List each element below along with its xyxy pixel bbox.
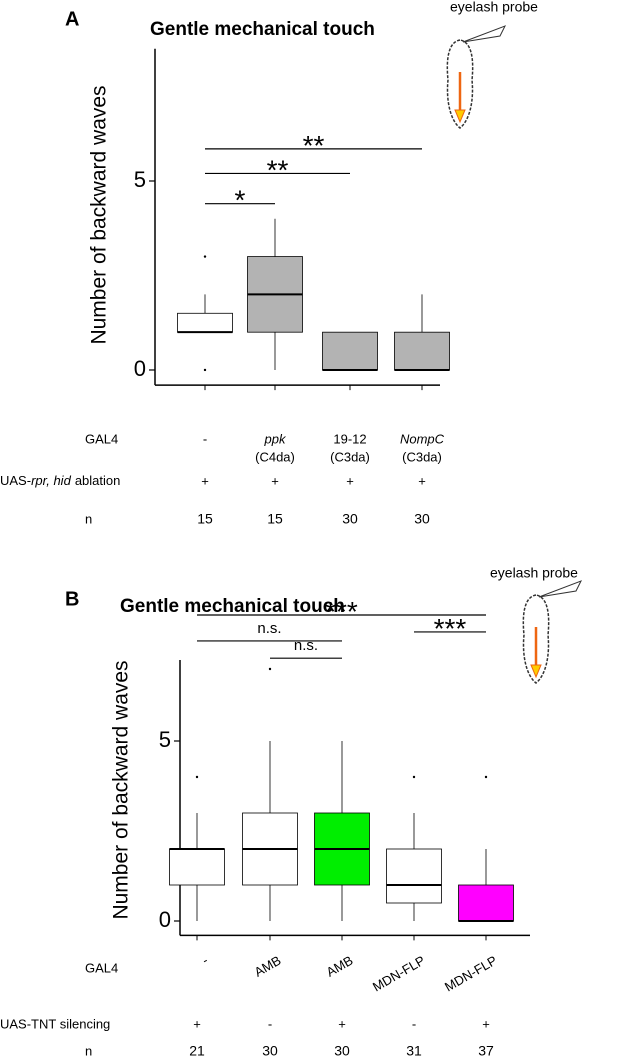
panel-letter: B [65,588,79,610]
chart-title: Gentle mechanical touch [120,596,345,617]
category-label: MDN-FLP [370,953,428,995]
row-label-part: ablation [75,473,121,488]
category-label: - [199,953,210,968]
row-cell: + [193,1016,201,1031]
row-cell: 30 [262,1043,278,1059]
box [177,312,233,333]
category-label: 19-12 [333,431,366,446]
y-tick-label: 5 [134,167,146,192]
row-cell: 30 [334,1043,350,1059]
row-cell: 21 [189,1043,205,1059]
row-cell: 15 [197,511,213,527]
box [458,884,514,922]
row-cell: 37 [478,1043,494,1059]
row-label: GAL4 [85,431,118,446]
row-cell: + [201,473,209,488]
category-label: ppk [264,431,287,446]
row-cell: + [418,473,426,488]
significance-label: *** [434,613,467,644]
row-label: UAS-TNT silencing [0,1016,110,1031]
row-label-part: rpr, hid [31,473,72,488]
row-cell: 30 [342,511,358,527]
chart-title: Gentle mechanical touch [150,19,375,40]
y-tick-label: 0 [134,356,146,381]
row-label-part: UAS- [0,473,31,488]
category-label: NompC [400,431,445,446]
box [169,848,225,886]
outlier [203,255,207,258]
significance-label: * [235,185,246,216]
outlier [268,667,272,671]
category-label: AMB [252,953,284,980]
row-cell: 15 [267,511,283,527]
category-label: AMB [324,953,356,980]
row-cell: + [482,1016,490,1031]
category-label: MDN-FLP [442,953,500,995]
box [386,848,442,904]
y-tick-label: 5 [159,727,171,752]
box [394,331,450,371]
probe-label: eyelash probe [490,565,578,581]
significance-label: n.s. [294,637,318,654]
row-label: n [85,1043,92,1058]
category-label: - [203,431,207,446]
panel-letter: A [65,8,79,30]
row-cell: 30 [414,511,430,527]
row-cell: + [346,473,354,488]
category-note: (C4da) [255,449,295,464]
outlier [195,775,199,779]
y-axis-label: Number of backward waves [88,85,111,344]
row-label: n [85,511,92,526]
row-cell: + [271,473,279,488]
y-axis-label: Number of backward waves [110,660,133,919]
box [322,331,378,371]
probe-label: eyelash probe [450,0,538,15]
row-cell: + [338,1016,346,1031]
row-cell: - [268,1016,272,1031]
row-label: GAL4 [85,960,118,975]
larva-b [522,580,583,684]
outlier [412,775,416,779]
outlier [203,368,207,372]
row-cell: 31 [406,1043,422,1059]
outlier [484,775,488,779]
category-note: (C3da) [402,449,442,464]
larva-a [446,25,507,129]
row-label: UAS-rpr, hid ablation [0,473,120,488]
significance-label: *** [325,596,358,627]
row-cell: - [412,1016,416,1031]
significance-label: ** [303,130,325,161]
significance-label: ** [267,154,289,185]
category-note: (C3da) [330,449,370,464]
y-tick-label: 0 [159,907,171,932]
significance-label: n.s. [257,620,281,637]
